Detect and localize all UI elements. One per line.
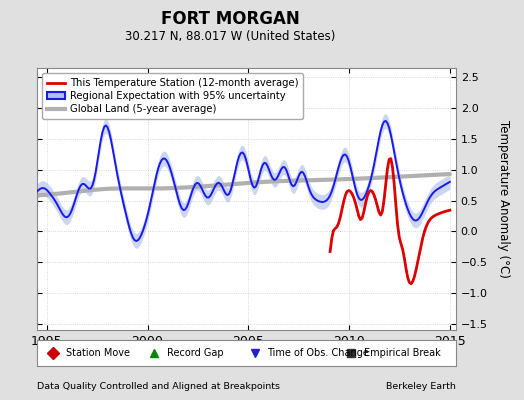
Legend: This Temperature Station (12-month average), Regional Expectation with 95% uncer: This Temperature Station (12-month avera… [42,73,303,119]
Text: FORT MORGAN: FORT MORGAN [161,10,300,28]
Text: Berkeley Earth: Berkeley Earth [386,382,456,391]
Text: Station Move: Station Move [66,348,130,358]
Y-axis label: Temperature Anomaly (°C): Temperature Anomaly (°C) [497,120,510,278]
Text: 30.217 N, 88.017 W (United States): 30.217 N, 88.017 W (United States) [125,30,336,43]
Text: Record Gap: Record Gap [167,348,223,358]
Text: Data Quality Controlled and Aligned at Breakpoints: Data Quality Controlled and Aligned at B… [37,382,280,391]
Text: Empirical Break: Empirical Break [364,348,440,358]
Text: Time of Obs. Change: Time of Obs. Change [267,348,369,358]
